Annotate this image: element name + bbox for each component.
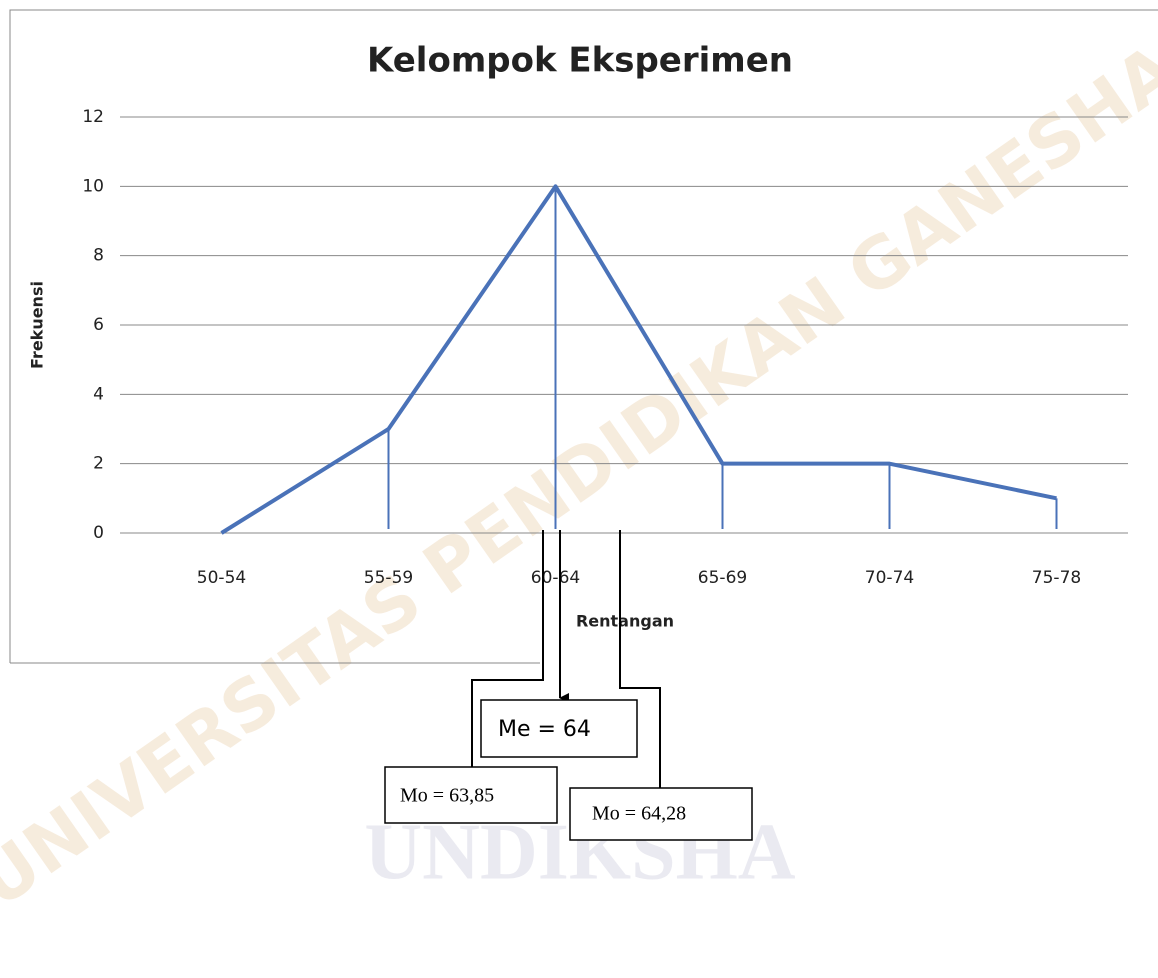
x-tick-label: 70-74 <box>865 568 914 588</box>
annotation: Mo = 63,85 <box>400 785 494 807</box>
y-axis-label: Frekuensi <box>28 281 47 369</box>
y-tick-label: 0 <box>93 523 104 543</box>
y-tick-label: 8 <box>93 246 104 266</box>
x-tick-label: 75-78 <box>1032 568 1081 588</box>
x-tick-label: 65-69 <box>698 568 747 588</box>
annotation: Mo = 64,28 <box>592 803 686 825</box>
chart-title: Kelompok Eksperimen <box>367 41 793 81</box>
x-tick-label: 50-54 <box>197 568 246 588</box>
x-tick-label: 60-64 <box>531 568 580 588</box>
chart-frame <box>10 10 1158 663</box>
y-tick-label: 4 <box>93 384 104 404</box>
x-axis-label: Rentangan <box>576 612 674 631</box>
x-tick-label: 55-59 <box>364 568 413 588</box>
y-tick-label: 10 <box>82 176 104 196</box>
annotation: Me = 64 <box>498 717 591 742</box>
chart: UNIVERSITAS PENDIDIKAN GANESHA UNDIKSHA … <box>0 0 1158 978</box>
y-tick-label: 6 <box>93 315 104 335</box>
y-tick-label: 2 <box>93 454 104 474</box>
y-tick-label: 12 <box>82 107 104 127</box>
